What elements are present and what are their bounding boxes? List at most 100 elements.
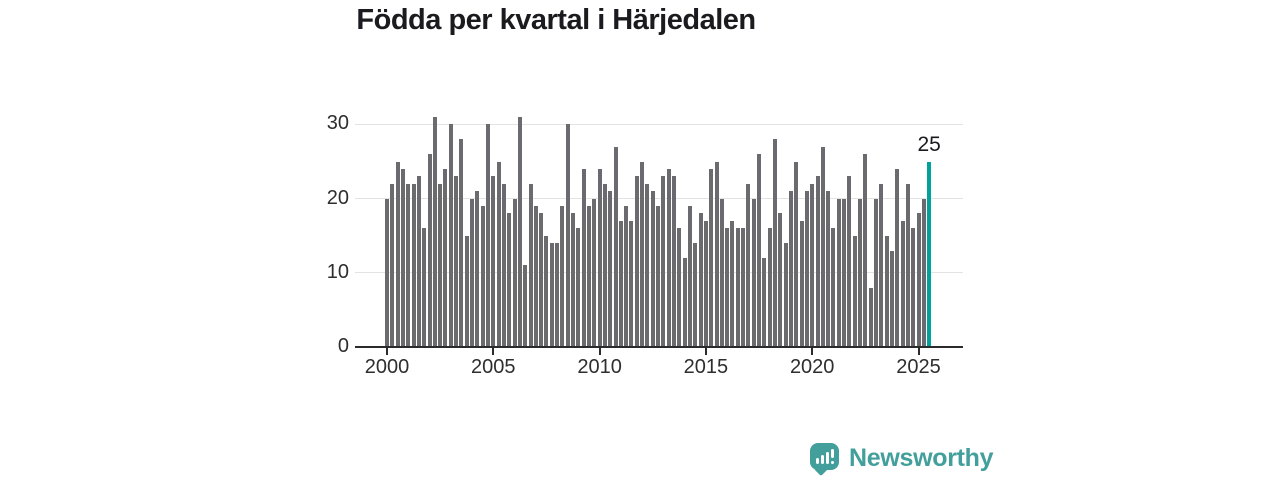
bar	[916, 213, 921, 347]
bar	[725, 228, 730, 347]
bar	[565, 124, 570, 347]
logo-bar-3	[826, 452, 829, 464]
bar	[523, 265, 528, 347]
bar	[847, 176, 852, 347]
bar	[921, 198, 926, 347]
y-axis-tick-label: 30	[326, 112, 349, 135]
y-axis-tick-label: 0	[337, 335, 349, 357]
bar	[459, 139, 464, 347]
x-axis-tick	[386, 348, 388, 355]
bar	[852, 235, 857, 347]
bar	[422, 228, 427, 347]
bar	[709, 168, 714, 347]
bar	[390, 183, 395, 347]
bar	[714, 161, 719, 347]
x-axis-tick	[598, 348, 601, 355]
bar	[831, 228, 836, 347]
bar	[767, 228, 772, 347]
bar	[682, 257, 687, 347]
bar	[454, 176, 459, 347]
bar	[900, 220, 905, 347]
x-axis-tick-label: 2025	[896, 356, 941, 378]
bar	[475, 191, 480, 347]
bar	[794, 161, 799, 347]
bar	[778, 213, 783, 347]
bar	[868, 287, 873, 347]
bar	[911, 228, 916, 347]
bar	[634, 176, 639, 347]
bar	[555, 243, 560, 347]
bar	[438, 183, 443, 347]
bar	[677, 228, 682, 347]
logo-bubble	[810, 443, 839, 470]
bar	[544, 235, 549, 347]
x-axis-tick	[492, 348, 495, 355]
bar	[741, 228, 746, 347]
bar	[411, 183, 416, 347]
bar	[703, 220, 708, 347]
bar	[783, 243, 788, 347]
bar	[650, 191, 655, 347]
bar	[804, 191, 809, 347]
bar	[549, 243, 554, 347]
bar	[592, 198, 597, 347]
y-axis-tick-label: 20	[326, 186, 349, 209]
bar	[884, 235, 889, 347]
chart-title: Födda per kvartal i Härjedalen	[356, 4, 756, 36]
bar	[400, 168, 405, 347]
bar	[464, 235, 469, 347]
bar	[613, 146, 618, 347]
bar	[873, 198, 878, 347]
x-axis-tick-label: 2005	[471, 356, 516, 378]
bar	[385, 198, 389, 347]
newsworthy-logo-icon	[810, 443, 840, 477]
bar	[751, 198, 756, 347]
bar	[863, 154, 868, 347]
bar	[640, 161, 645, 347]
bar	[427, 154, 432, 347]
bar	[895, 168, 900, 347]
bar	[608, 191, 613, 347]
bar	[879, 183, 884, 347]
x-axis-line	[355, 346, 963, 348]
bar	[719, 198, 724, 347]
bar	[501, 183, 506, 347]
x-axis-tick	[917, 348, 920, 355]
bar	[512, 198, 517, 347]
gridline-y-30	[355, 123, 963, 125]
bar	[432, 116, 437, 347]
bar	[693, 243, 698, 347]
logo-exclamation-dot	[831, 461, 834, 464]
bar	[698, 213, 703, 347]
bar	[496, 161, 501, 347]
logo-bar-2	[821, 455, 824, 464]
bar	[672, 176, 676, 347]
bar	[416, 176, 421, 347]
logo-bar-1	[816, 458, 819, 464]
bar	[395, 161, 400, 347]
bar	[656, 206, 661, 347]
bar	[576, 228, 581, 347]
bar	[815, 176, 820, 347]
bar	[645, 183, 650, 347]
newsworthy-brand-text: Newsworthy	[849, 444, 994, 472]
bar	[560, 206, 565, 347]
bar	[826, 191, 831, 347]
bar	[571, 213, 576, 347]
bar	[746, 183, 751, 347]
bar	[858, 198, 863, 347]
bar	[448, 124, 453, 347]
logo-exclamation-bar	[831, 449, 834, 458]
bar	[597, 168, 602, 347]
x-axis-tick	[704, 348, 707, 355]
bar	[629, 220, 634, 347]
bar	[905, 183, 910, 347]
bar	[539, 213, 544, 347]
newsworthy-logo: Newsworthy	[810, 443, 994, 477]
bar	[757, 154, 762, 347]
bar	[491, 176, 496, 347]
bar	[406, 183, 411, 347]
gridline-y-20	[355, 198, 963, 200]
x-axis-tick-label: 2010	[577, 356, 622, 378]
